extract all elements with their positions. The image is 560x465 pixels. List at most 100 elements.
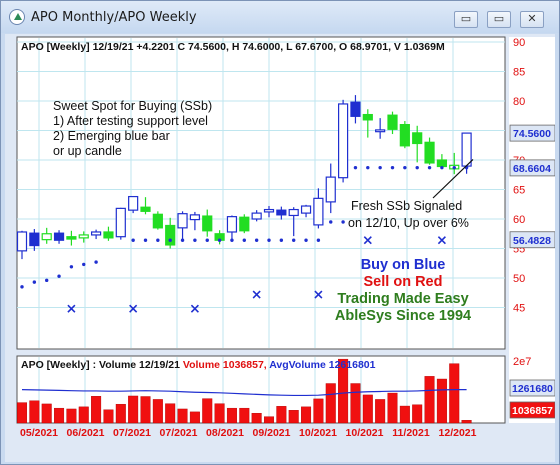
window-title: APO Monthly/APO Weekly bbox=[31, 10, 197, 25]
price-label-tag: 74.5600 bbox=[509, 124, 555, 142]
x-marker bbox=[437, 236, 446, 245]
support-dot bbox=[193, 238, 197, 242]
candle-body bbox=[436, 159, 447, 168]
chart-area: 45505560657075808590APO [Weekly] 12/19/2… bbox=[5, 34, 555, 462]
price-gridlines bbox=[17, 38, 505, 422]
volume-bar bbox=[412, 404, 423, 424]
axis-column bbox=[509, 37, 555, 423]
candle-body bbox=[239, 216, 250, 232]
candles bbox=[16, 95, 472, 260]
support-dot bbox=[69, 265, 74, 269]
candle-body bbox=[29, 232, 40, 247]
support-dot bbox=[82, 262, 86, 267]
note-line: 1) After testing support level bbox=[53, 114, 208, 128]
candle-body bbox=[103, 231, 114, 239]
support-dot bbox=[205, 238, 209, 242]
support-dot bbox=[242, 238, 246, 242]
volume-bar bbox=[424, 376, 435, 424]
y-tick-label: 45 bbox=[513, 303, 525, 315]
volume-bar bbox=[103, 409, 114, 424]
candle-body bbox=[412, 132, 423, 145]
candle-body bbox=[53, 232, 65, 241]
volume-bar bbox=[301, 406, 312, 424]
candle-body bbox=[115, 207, 126, 238]
x-tick-label: 10/2021 bbox=[299, 427, 337, 439]
volume-bar bbox=[115, 403, 126, 424]
close-button[interactable]: ✕ bbox=[520, 11, 544, 28]
x-tick-label: 07/2021 bbox=[113, 427, 151, 439]
price-label-text: 68.6604 bbox=[513, 163, 551, 175]
volume-bar bbox=[276, 406, 287, 424]
support-dot bbox=[180, 238, 185, 242]
volume-bar bbox=[202, 398, 213, 424]
volume-bar bbox=[251, 412, 262, 424]
support-dot bbox=[415, 165, 419, 170]
support-dot bbox=[316, 238, 321, 242]
support-dot bbox=[217, 238, 222, 242]
support-dot bbox=[32, 280, 37, 284]
support-dot bbox=[366, 165, 370, 170]
note-line: Sweet Spot for Buying (SSb) bbox=[53, 99, 212, 113]
candle-body bbox=[313, 197, 324, 226]
price-label-box bbox=[509, 231, 555, 249]
candle-body bbox=[177, 213, 188, 229]
volume-label-tag: 1036857 bbox=[509, 401, 555, 419]
candle-body bbox=[226, 216, 238, 233]
support-dots bbox=[20, 165, 469, 289]
candle-body bbox=[16, 231, 28, 252]
candle-body bbox=[325, 176, 336, 203]
x-tick-label: 07/2021 bbox=[160, 427, 198, 439]
callout-line: Fresh SSb Signaled bbox=[351, 199, 462, 213]
volume-label-box bbox=[509, 401, 555, 419]
volume-header-part: Volume 1036857, bbox=[183, 359, 269, 371]
volume-bar bbox=[375, 399, 386, 424]
support-dot bbox=[390, 165, 395, 170]
x-tick-label: 05/2021 bbox=[20, 427, 58, 439]
candle-body bbox=[387, 114, 398, 130]
support-dot bbox=[292, 238, 296, 242]
support-dot bbox=[279, 238, 284, 242]
x-marker bbox=[314, 290, 323, 299]
y-tick-label: 50 bbox=[513, 273, 525, 285]
minimize-button[interactable]: ▭ bbox=[454, 11, 478, 28]
candle-body bbox=[399, 123, 410, 147]
restore-button[interactable]: ▭ bbox=[487, 11, 511, 28]
volume-bar bbox=[16, 402, 28, 424]
legend-line: AbleSys Since 1994 bbox=[335, 308, 471, 324]
support-dot bbox=[94, 260, 98, 264]
x-marker bbox=[252, 290, 261, 299]
y-tick-label: 90 bbox=[513, 37, 525, 49]
support-dot bbox=[57, 274, 61, 278]
x-tick-label: 06/2021 bbox=[67, 427, 105, 439]
title-bar[interactable]: APO Monthly/APO Weekly ▭ ▭ ✕ bbox=[1, 1, 559, 33]
candle-body bbox=[78, 234, 89, 239]
volume-bar bbox=[338, 358, 349, 424]
x-tick-label: 11/2021 bbox=[392, 427, 430, 439]
legend-line: Buy on Blue bbox=[361, 257, 446, 273]
support-dot bbox=[329, 220, 333, 224]
volume-bar bbox=[461, 420, 472, 424]
candle-body bbox=[90, 231, 102, 236]
legend-line: Trading Made Easy bbox=[337, 291, 468, 307]
candle-body bbox=[202, 215, 213, 232]
x-tick-label: 10/2021 bbox=[346, 427, 384, 439]
candle-body bbox=[288, 208, 299, 217]
support-dot bbox=[440, 165, 444, 170]
legend-line: Sell on Red bbox=[364, 274, 443, 290]
volume-bar bbox=[350, 383, 361, 424]
volume-exponent-label: 2e7 bbox=[513, 356, 531, 368]
candle-body bbox=[461, 132, 472, 167]
price-label-tag: 56.4828 bbox=[509, 231, 555, 249]
volume-bar bbox=[152, 399, 163, 424]
volume-bar bbox=[288, 410, 299, 424]
volume-bar bbox=[128, 395, 139, 424]
support-dot bbox=[143, 238, 148, 242]
volume-bar bbox=[140, 396, 151, 424]
candle-body bbox=[128, 195, 139, 211]
callout-line: on 12/10, Up over 6% bbox=[348, 216, 469, 230]
support-dot bbox=[45, 278, 49, 283]
note-line: 2) Emerging blue bar bbox=[53, 129, 170, 143]
volume-header: APO [Weekly] : Volume 12/19/21 Volume 10… bbox=[21, 359, 376, 371]
candle-body bbox=[424, 141, 435, 164]
